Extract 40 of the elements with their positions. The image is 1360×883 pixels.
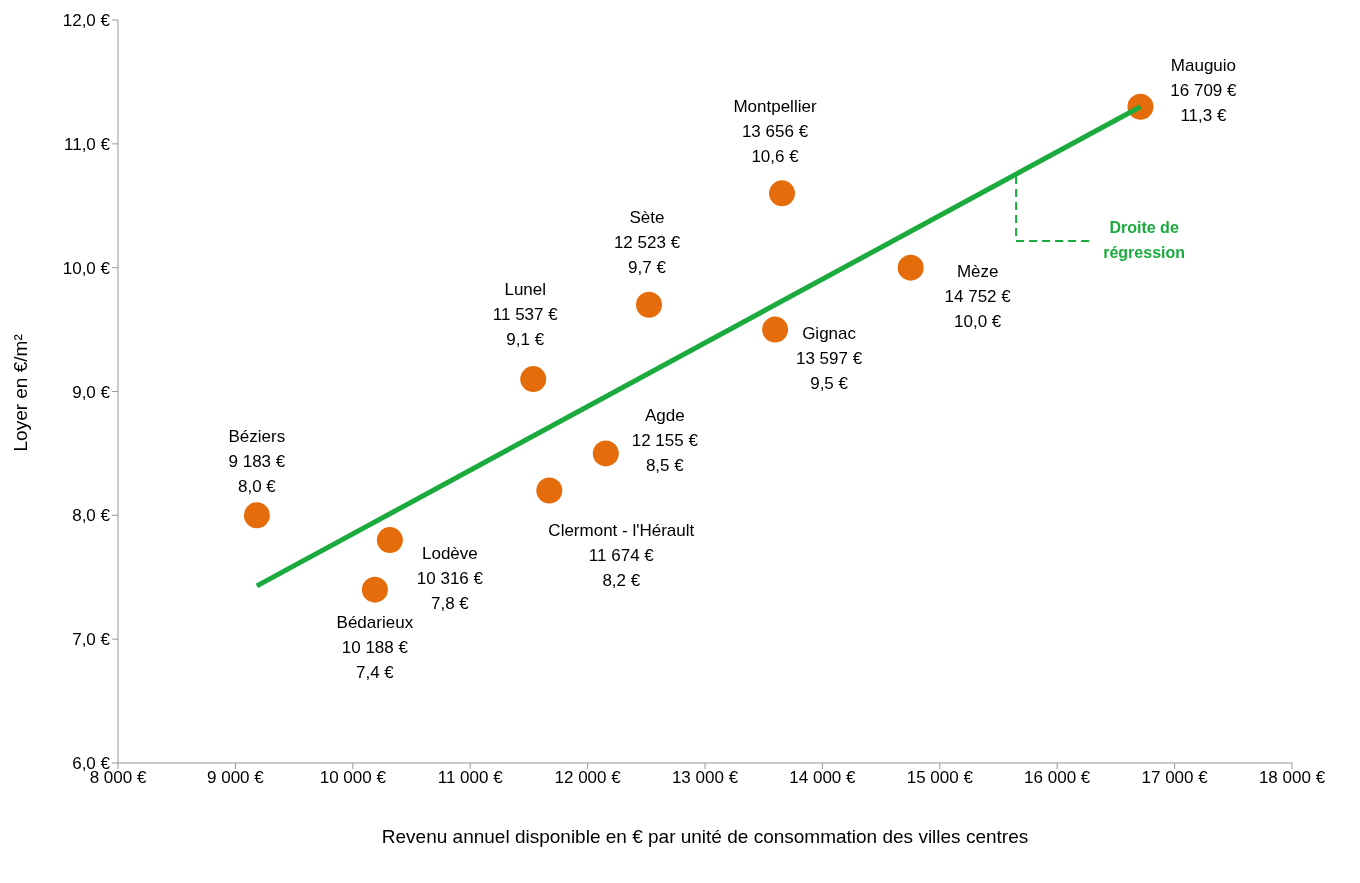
annotation: Bédarieux 10 188 € 7,4 € [336,612,414,682]
point [536,477,563,504]
annotation: Montpellier 13 656 € 10,6 € [733,97,817,167]
x-tick-label: 13 000 € [671,768,739,788]
x-tick-label: 9 000 € [207,768,265,788]
x-tick-label: 16 000 € [1024,768,1091,788]
x-tick-label: 17 000 € [1141,768,1209,788]
point [762,316,789,343]
y-tick-label: 10,0 € [62,258,111,278]
point [376,527,403,554]
x-tick-label: 15 000 € [906,768,974,788]
x-tick-label: 12 000 € [554,768,622,788]
point [769,180,796,207]
point [636,291,662,318]
annotation: Clermont - l'Hérault 11 674 € 8,2 € [548,520,695,590]
annotation: Gignac 13 597 € 9,5 € [795,323,863,393]
annotation: Lodève 10 316 € 7,8 € [416,544,484,614]
annotation: Mèze 14 752 € 10,0 € [944,261,1012,331]
annotation: Lunel 11 537 € 9,1 € [492,280,559,350]
y-tick-label: 7,0 € [72,630,111,650]
x-tick-label: 18 000 € [1258,768,1326,788]
point [361,576,388,603]
annotation: Sète 12 523 € 9,7 € [613,207,681,277]
annotation: Agde 12 155 € 8,5 € [631,406,699,476]
annotation: Droite de régression [1103,219,1186,262]
y-tick-label: 8,0 € [72,506,111,526]
y-tick-label: 9,0 € [72,382,111,402]
y-axis-title: Loyer en €/m² [9,334,31,452]
y-tick-label: 11,0 € [63,134,111,154]
point [520,366,547,393]
point [243,502,270,529]
annotation: Mauguio 16 709 € 11,3 € [1170,55,1238,125]
x-axis-title: Revenu annuel disponible en € par unité de consommation des villes centres [381,826,1029,847]
point [592,440,619,467]
x-tick-label: 11 000 € [437,768,504,788]
annotation: Béziers 9 183 € 8,0 € [228,427,286,497]
y-tick-label: 12,0 € [62,11,111,31]
x-tick-label: 10 000 € [319,768,387,788]
x-tick-label: 14 000 € [789,768,857,788]
point [897,254,924,281]
